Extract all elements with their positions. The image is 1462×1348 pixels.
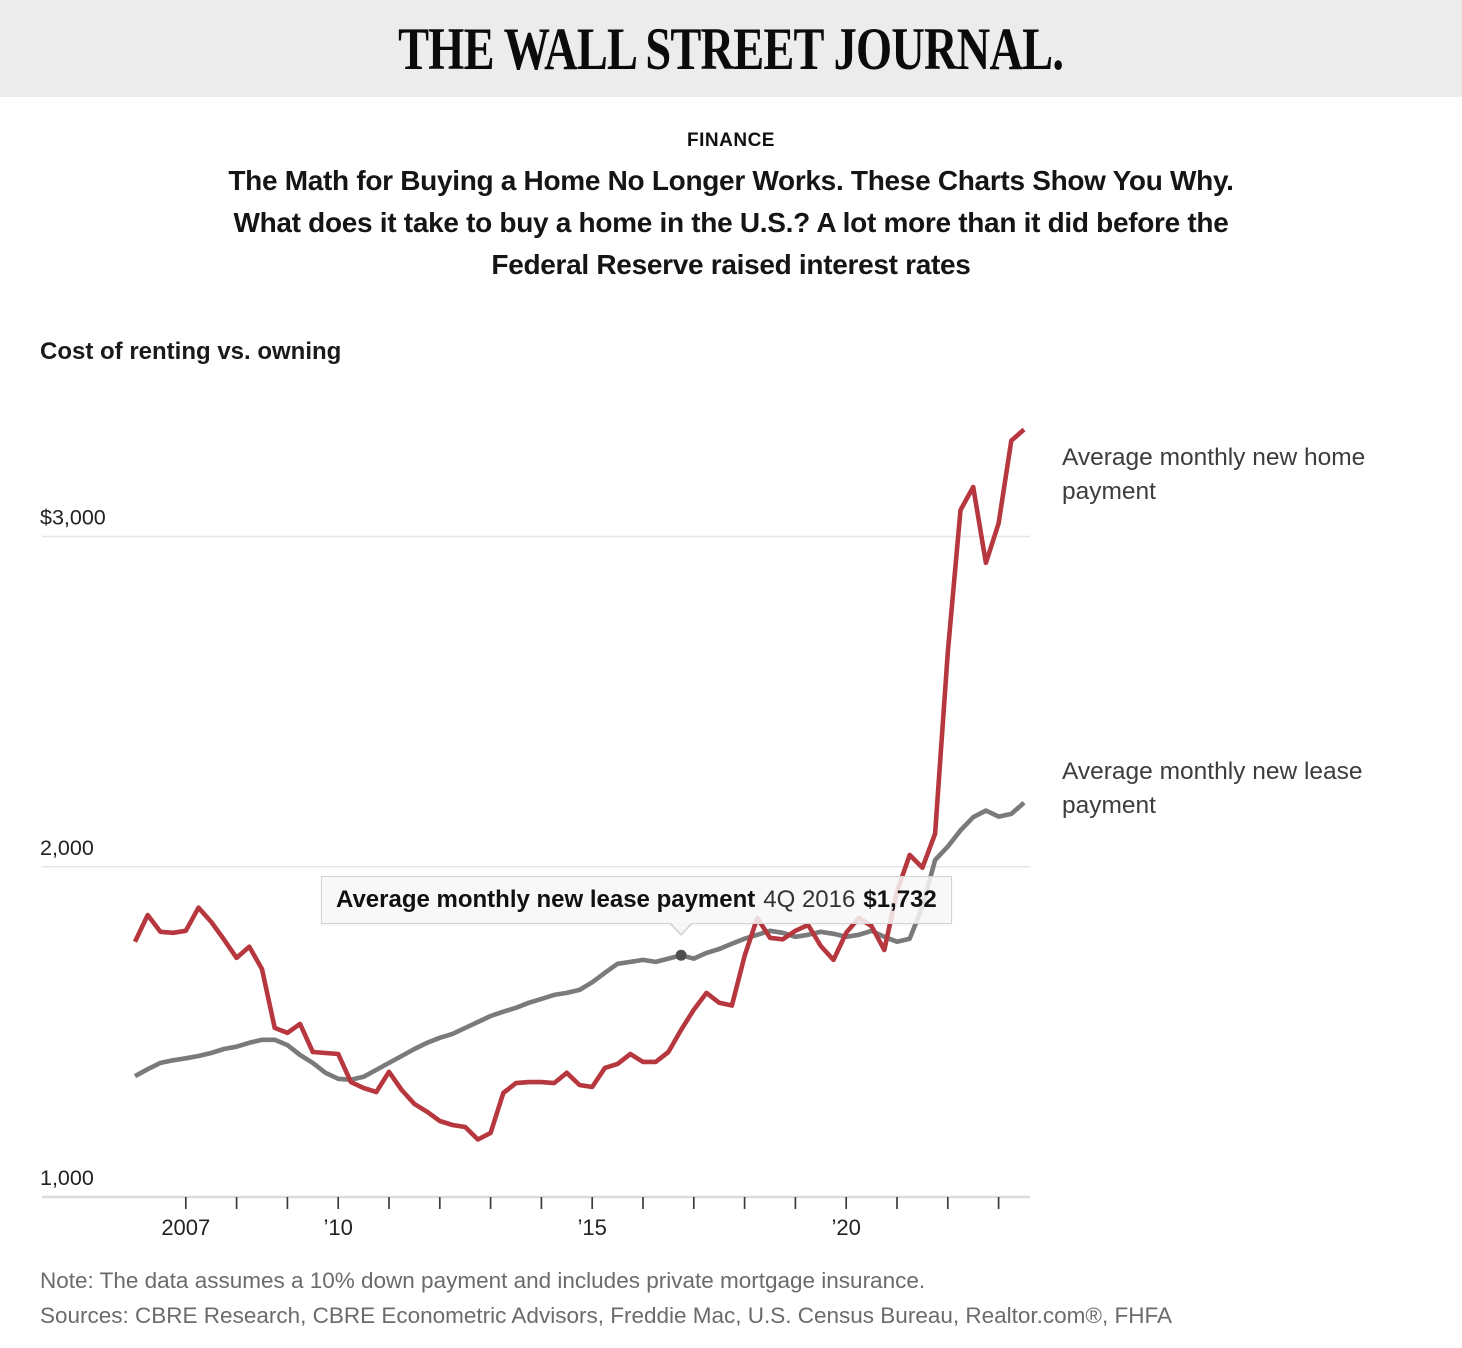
chart-note: Note: The data assumes a 10% down paymen… — [40, 1268, 926, 1293]
x-axis-label: ’20 — [832, 1215, 861, 1240]
section-kicker: FINANCE — [687, 130, 775, 151]
y-axis-label: $3,000 — [40, 506, 106, 530]
headline-line-1: The Math for Buying a Home No Longer Wor… — [228, 165, 1234, 196]
y-axis-label: 2,000 — [40, 836, 94, 860]
tooltip-pointer-fill — [671, 923, 692, 934]
x-axis-label: 2007 — [161, 1215, 210, 1240]
series-label-lease: Average monthly new lease payment — [1062, 758, 1363, 819]
hover-dot — [675, 949, 687, 961]
series-line-lease — [133, 800, 1026, 1083]
x-axis-label: ’15 — [578, 1215, 607, 1240]
headline-line-3: Federal Reserve raised interest rates — [491, 249, 971, 280]
series-label-home: Average monthly new home payment — [1062, 444, 1366, 505]
series-line-home — [132, 427, 1026, 1142]
tooltip-period: 4Q 2016 — [763, 886, 856, 913]
chart-sources: Sources: CBRE Research, CBRE Econometric… — [40, 1303, 1172, 1328]
tooltip-series-name: Average monthly new lease payment — [336, 886, 756, 913]
headline-line-2: What does it take to buy a home in the U… — [233, 207, 1229, 238]
chart-canvas[interactable]: $3,000 2,000 1,000 2007 ’10 ’15 ’20 — [0, 330, 1462, 1280]
tooltip-value: $1,732 — [863, 886, 937, 913]
x-axis-label: ’10 — [324, 1215, 353, 1240]
chart-tooltip: Average monthly new lease payment 4Q 2016… — [321, 876, 952, 924]
y-axis-label: 1,000 — [40, 1166, 94, 1190]
masthead-bar: THE WALL STREET JOURNAL. — [0, 0, 1462, 97]
wsj-logo: THE WALL STREET JOURNAL. — [398, 14, 1065, 83]
chart-title: Cost of renting vs. owning — [40, 338, 342, 365]
headline: The Math for Buying a Home No Longer Wor… — [0, 160, 1462, 286]
